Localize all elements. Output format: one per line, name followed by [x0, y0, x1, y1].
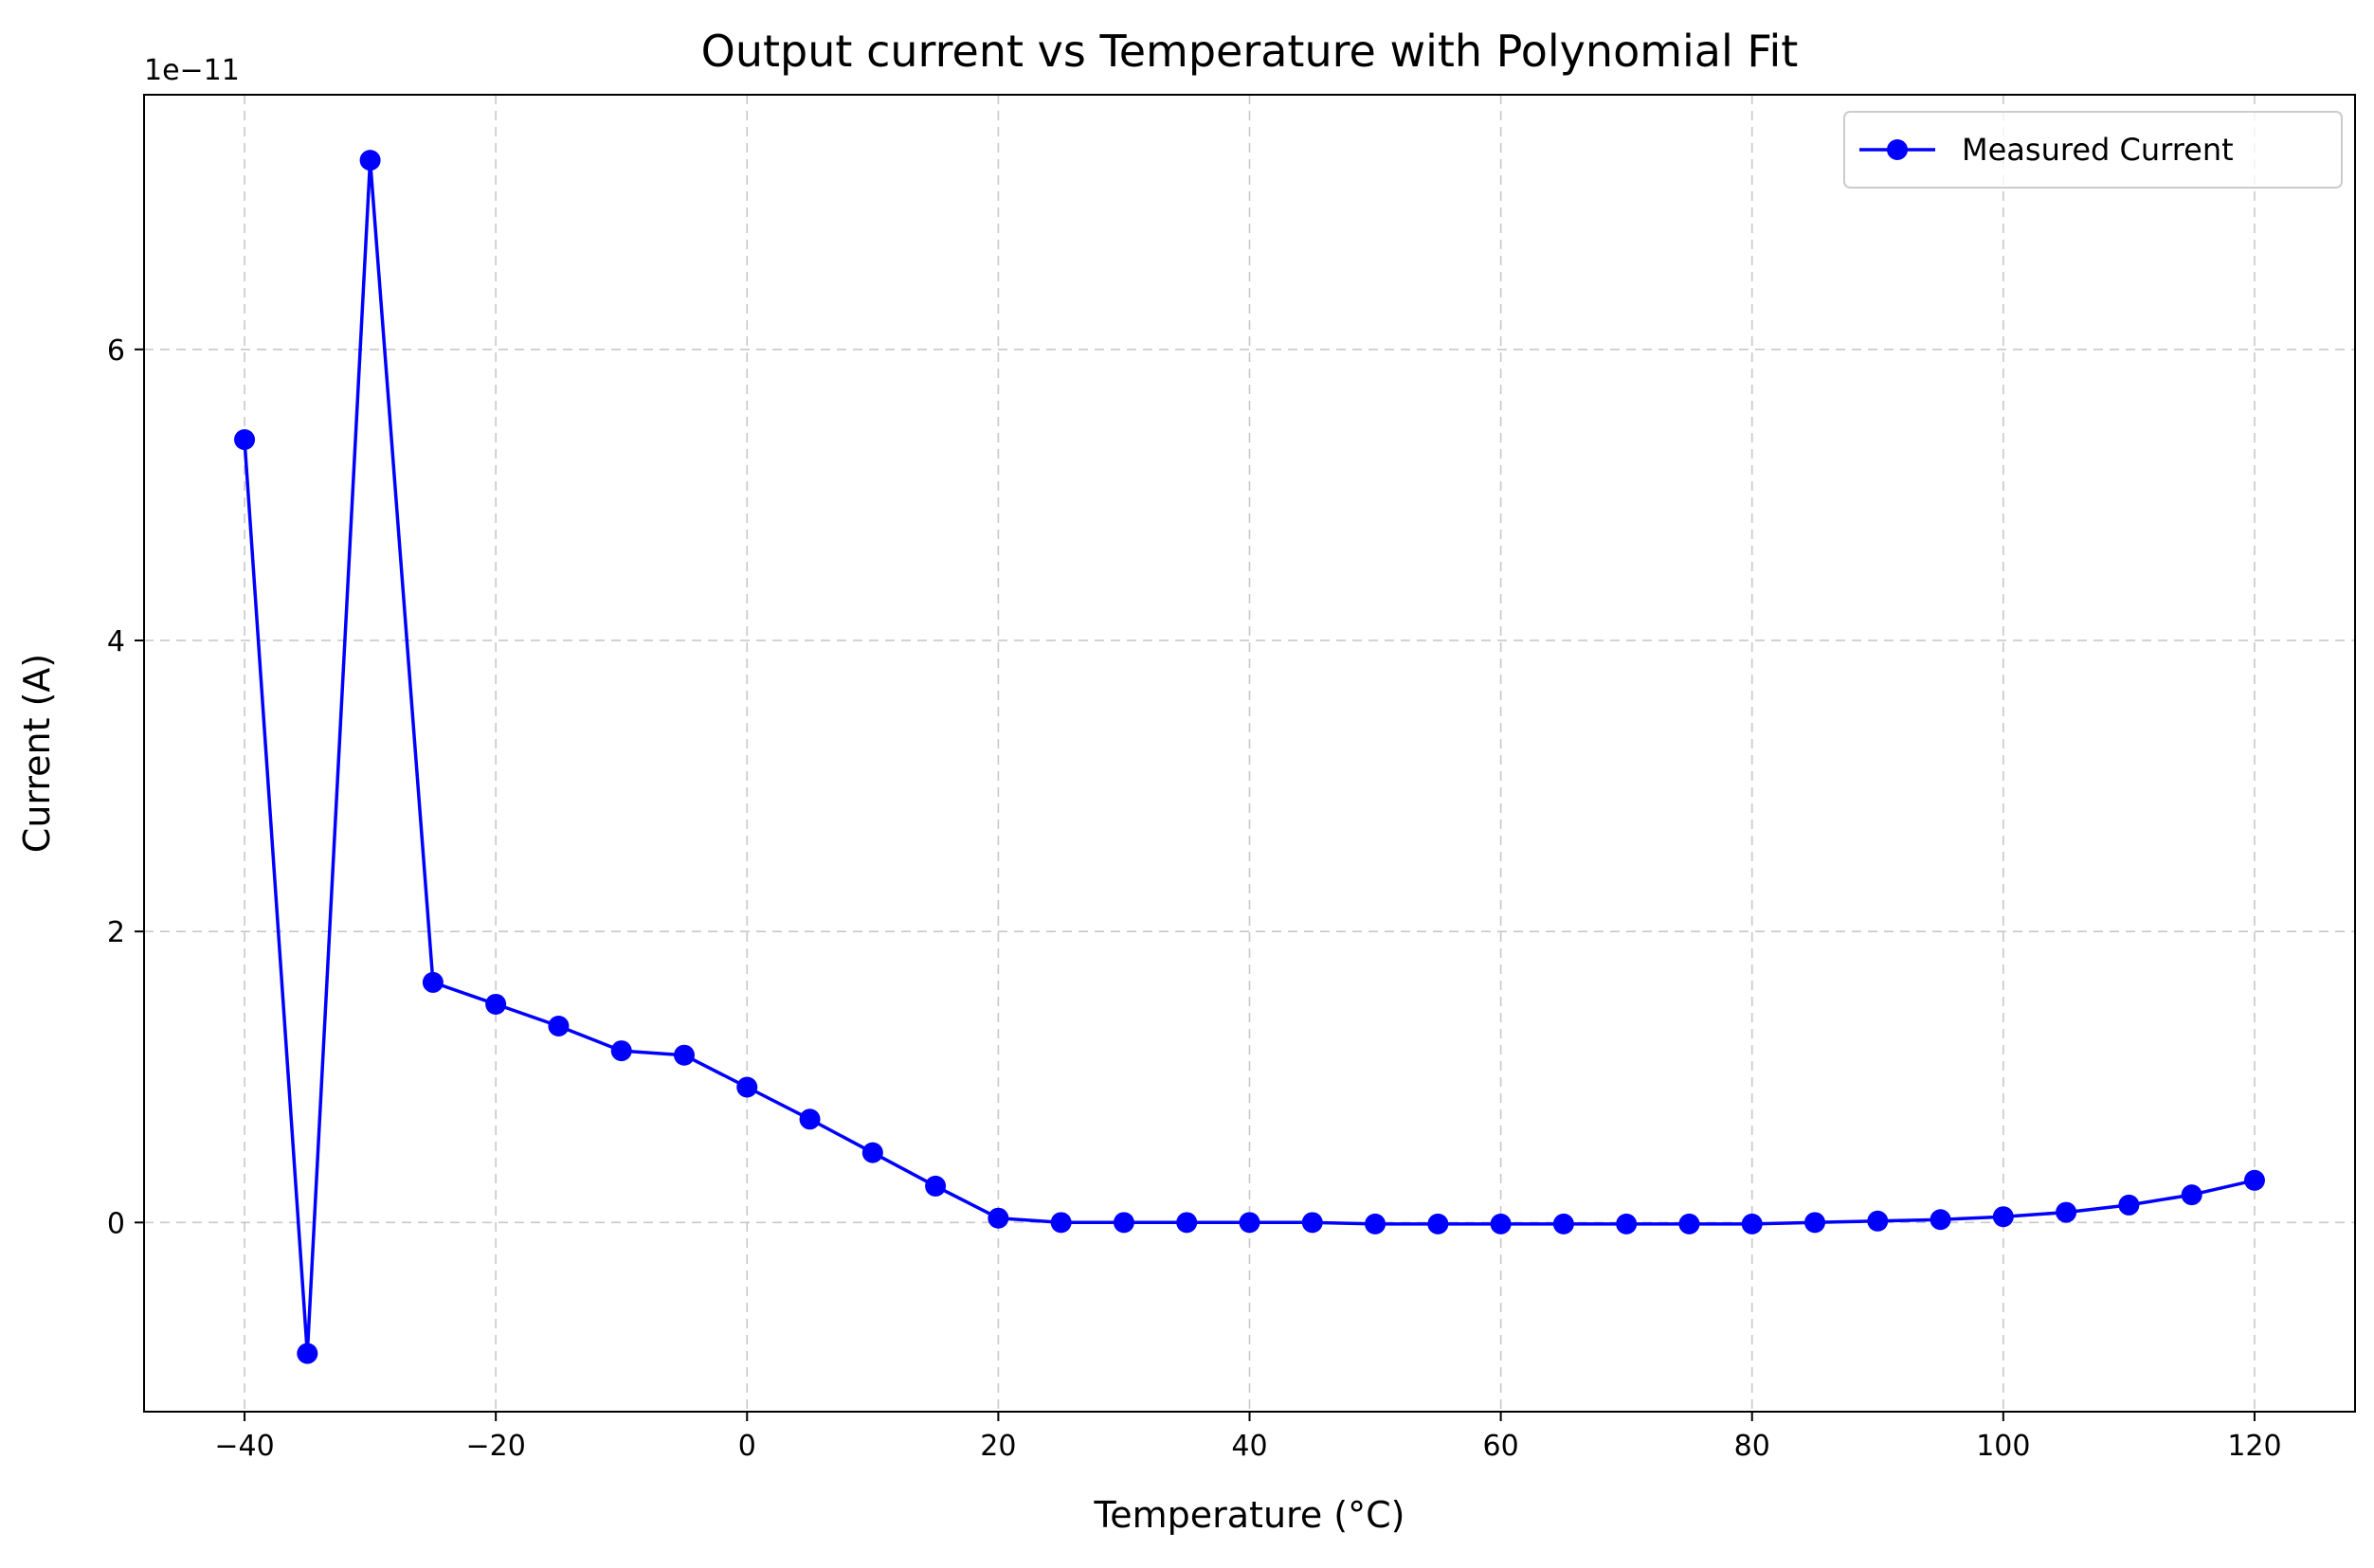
x-axis-label: Temperature (°C): [1094, 1494, 1405, 1536]
series-layer: [234, 150, 2265, 1364]
data-point: [2181, 1184, 2202, 1206]
data-point: [422, 971, 444, 993]
data-point: [736, 1076, 758, 1098]
y-tick-label: 2: [107, 916, 125, 949]
x-tick-label: −40: [214, 1430, 274, 1463]
data-point: [548, 1015, 570, 1036]
data-point: [1552, 1213, 1574, 1235]
y-tick-label: 6: [107, 334, 125, 368]
legend: Measured Current: [1843, 111, 2343, 189]
data-point: [1365, 1213, 1386, 1235]
x-tick-label: 80: [1734, 1430, 1770, 1463]
legend-box: [1843, 111, 2343, 189]
legend-label: Measured Current: [1962, 132, 2234, 168]
data-point: [988, 1207, 1009, 1229]
data-point: [1050, 1212, 1072, 1234]
data-point: [234, 429, 256, 451]
data-point: [1867, 1210, 1889, 1232]
legend-marker-sample: [1887, 139, 1908, 160]
x-tick-label: −20: [466, 1430, 526, 1463]
data-point: [2243, 1169, 2265, 1191]
ticks: −40 −20 0 20 40 60 80 100 120 0 2 4 6: [107, 334, 2282, 1463]
x-tick-label: 40: [1231, 1430, 1267, 1463]
y-tick-label: 4: [107, 625, 125, 658]
data-point: [359, 150, 381, 171]
x-tick-label: 60: [1483, 1430, 1519, 1463]
data-point: [1239, 1212, 1260, 1234]
x-tick-label: 20: [980, 1430, 1016, 1463]
data-point: [1616, 1213, 1638, 1235]
data-point: [925, 1175, 947, 1197]
data-point: [2118, 1194, 2140, 1216]
data-point: [1930, 1209, 1951, 1231]
x-tick-label: 100: [1976, 1430, 2030, 1463]
data-point: [1176, 1212, 1198, 1234]
data-point: [2056, 1201, 2077, 1223]
data-point: [610, 1040, 632, 1062]
y-tick-label: 0: [107, 1207, 125, 1240]
data-point: [673, 1044, 695, 1066]
data-point: [1678, 1213, 1700, 1235]
chart-title: Output current vs Temperature with Polyn…: [701, 26, 1799, 77]
data-point: [1992, 1206, 2014, 1228]
y-axis-offset-label: 1e−11: [144, 54, 240, 87]
data-point: [1804, 1212, 1826, 1234]
data-point: [861, 1142, 883, 1163]
data-point: [1427, 1213, 1449, 1235]
grid-lines: [144, 95, 2355, 1412]
data-point: [799, 1108, 821, 1130]
data-point: [485, 993, 507, 1015]
data-point: [297, 1343, 318, 1364]
y-axis-label: Current (A): [16, 654, 58, 853]
data-point: [1113, 1212, 1134, 1234]
data-point: [1301, 1212, 1323, 1234]
x-tick-label: 120: [2227, 1430, 2281, 1463]
data-point: [1741, 1213, 1763, 1235]
data-point: [1490, 1213, 1512, 1235]
x-tick-label: 0: [738, 1430, 756, 1463]
